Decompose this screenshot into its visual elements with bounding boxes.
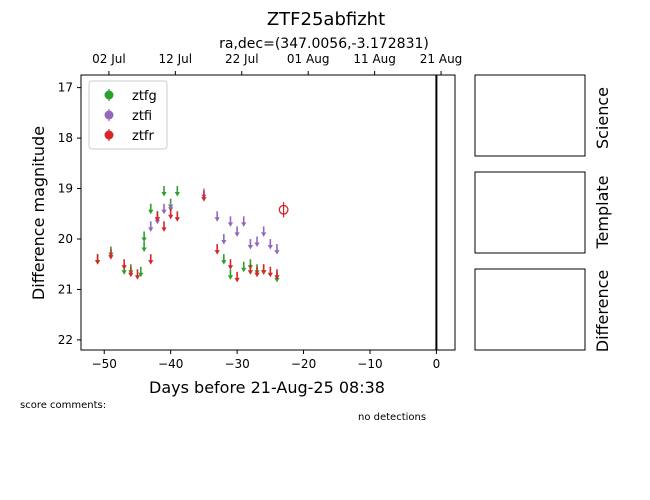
template-label: Template [593, 175, 612, 249]
ztfr-limit-marker [267, 272, 273, 278]
legend: ztfg ztfi ztfr [88, 80, 168, 150]
ztfg-limit-marker [121, 270, 127, 275]
y-tick-label: 21 [58, 282, 73, 296]
ztfi-limit-marker [214, 217, 220, 222]
x-tick-label: −20 [291, 357, 316, 371]
template-panel [474, 171, 586, 254]
top-tick-label: 21 Aug [420, 52, 463, 66]
ztfr-limit-marker [108, 255, 114, 260]
y-tick-label: 18 [58, 131, 73, 145]
ztfi-limit-marker [161, 209, 167, 215]
science-panel [474, 74, 586, 157]
ztfr-limit-marker [95, 260, 101, 265]
ztfg-limit-marker [274, 277, 280, 283]
detections-note: no detections [358, 412, 426, 423]
ztfg-limit-marker [174, 192, 180, 197]
top-tick-label: 22 Jul [225, 52, 259, 66]
x-tick-label: −10 [357, 357, 382, 371]
ztfi-limit-marker [148, 227, 154, 232]
plot-area: −50 −40 −30 −20 −10 0 02 Jul 12 Jul 22 Jul 01 Aug… [58, 52, 463, 371]
ztfr-limit-marker [154, 217, 160, 222]
x-tick-label: −50 [92, 357, 117, 371]
difference-label: Difference [593, 270, 612, 352]
y-tick-label: 17 [58, 81, 73, 95]
ztfi-limit-marker [234, 232, 240, 237]
top-tick-label: 01 Aug [287, 52, 330, 66]
ztfr-limit-marker [128, 272, 134, 278]
ztfr-limit-marker [168, 214, 174, 220]
ztfr-limit-marker [161, 227, 167, 232]
chart-subtitle: ra,dec=(347.0056,-3.172831) [219, 36, 429, 52]
ztfg-limit-marker [138, 272, 144, 278]
y-tick-label: 19 [58, 182, 73, 196]
ztfi-limit-marker [227, 222, 234, 227]
ztfi-limit-marker [241, 222, 247, 227]
top-tick-label: 11 Aug [353, 52, 396, 66]
ztfg-limit-marker [227, 275, 234, 280]
x-tick-label: 0 [433, 357, 441, 371]
ztfr-limit-marker [134, 275, 141, 280]
ztfg-limit-marker [241, 267, 247, 273]
legend-marker-ztfg [104, 90, 114, 100]
top-tick-label: 02 Jul [92, 52, 126, 66]
ztfi-limit-marker [247, 245, 253, 250]
legend-marker-ztfr [104, 130, 114, 140]
legend-label-ztfr: ztfr [132, 129, 154, 144]
ztfi-limit-marker [274, 250, 280, 255]
ztfr-limit-marker [201, 197, 207, 202]
ztfr-limit-marker [261, 270, 267, 275]
chart-title: ZTF25abfizht [267, 9, 385, 30]
x-tick-label: −40 [158, 357, 183, 371]
ztfr-detection-marker [278, 204, 289, 215]
ztfr-limit-marker [148, 260, 154, 265]
ztfg-limit-marker [141, 247, 147, 253]
score-comments: score comments: [20, 400, 106, 411]
ztfr-limit-marker [214, 250, 220, 255]
top-tick-label: 12 Jul [159, 52, 193, 66]
science-label: Science [593, 87, 612, 149]
y-axis-label: Difference magnitude [29, 126, 48, 300]
ztfr-limit-marker [247, 270, 253, 275]
ztfi-limit-marker [154, 219, 160, 225]
plot-frame [80, 74, 456, 351]
legend-label-ztfg: ztfg [132, 89, 157, 104]
ztfr-limit-marker [254, 272, 260, 278]
ztfg-limit-marker [141, 237, 147, 242]
legend-label-ztfi: ztfi [132, 109, 152, 124]
ztfr-limit-marker [227, 265, 234, 270]
ztfi-limit-marker [261, 232, 267, 237]
ztfg-limit-marker [148, 209, 154, 215]
ztfr-limit-marker [234, 277, 240, 283]
x-axis-label: Days before 21-Aug-25 08:38 [149, 378, 385, 397]
ztfg-limit-marker [221, 260, 227, 265]
y-tick-label: 22 [58, 333, 73, 347]
ztfg-limit-marker [161, 192, 167, 197]
x-tick-label: −30 [224, 357, 249, 371]
ztfr-limit-marker [274, 275, 280, 280]
y-tick-label: 20 [58, 232, 73, 246]
ztfi-limit-marker [254, 242, 260, 248]
ztfi-limit-marker [267, 245, 273, 250]
ztfr-limit-marker [121, 265, 127, 270]
ztfr-limit-marker [174, 217, 180, 222]
legend-marker-ztfi [104, 110, 114, 120]
difference-panel [474, 268, 586, 351]
ztfi-limit-marker [221, 239, 227, 245]
